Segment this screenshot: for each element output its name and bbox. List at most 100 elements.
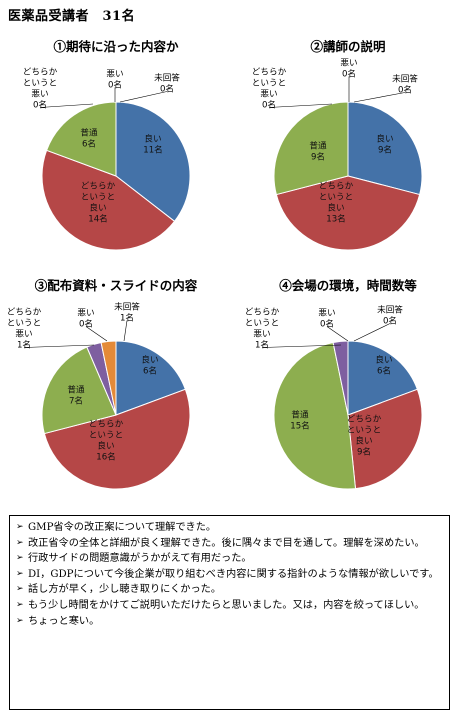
comment-item: ➢ DI，GDPについて今後企業が取り組むべき内容に関する指針のような情報が欲しい…: [16, 567, 443, 583]
slice-label-line: というと: [252, 78, 286, 89]
leader-line: [268, 103, 333, 108]
slice-label-line: 悪い: [77, 308, 94, 319]
slice-label-line: 普通: [80, 127, 98, 139]
comment-item: ➢ 話し方が早く，少し聴き取りにくかった。: [16, 582, 443, 598]
slice-label-line: 良い: [375, 354, 392, 366]
leader-line: [353, 323, 391, 342]
slice-label-line: 普通: [67, 384, 85, 396]
slice-label-line: どちらか: [89, 419, 124, 430]
leader-line: [119, 91, 168, 103]
comment-item: ➢ ちょっと寒い。: [16, 614, 443, 630]
slice-label: 良い 6名: [141, 354, 158, 377]
slice-label: どちらかというと悪い 0名: [252, 67, 287, 111]
slice-label: どちらかというと悪い 1名: [7, 307, 42, 351]
slice-label-line: 良い: [376, 133, 393, 145]
slice-label-line: 6名: [82, 138, 96, 150]
pie-chart-instructor: ②講師の説明 良い 9名 どちらかというと良い 13名 普通 9名 どちらかというと悪い 0名…: [232, 36, 464, 286]
slice-label-line: どちらか: [81, 181, 116, 192]
slice-label: 未回答 1名: [114, 301, 140, 324]
slice-label: 未回答 0名: [392, 73, 418, 96]
pie-slice: [100, 340, 117, 416]
slice-label: 良い 11名: [143, 133, 163, 156]
slice-label-line: というと: [23, 78, 57, 89]
leader-line: [85, 326, 108, 342]
arrow-right-icon: ➢: [16, 599, 24, 610]
pie-chart-expectation: ①期待に沿った内容か 良い 11名 どちらかというと良い 14名 普通 6名 どちらかという…: [0, 36, 232, 286]
slice-label-line: 悪い: [31, 89, 48, 100]
slice-label-line: 0名: [79, 318, 93, 330]
slice-label-line: 未回答: [392, 73, 418, 85]
slice-label-line: 0名: [160, 83, 174, 95]
slice-label-line: 良い: [89, 202, 106, 214]
slice-label: 悪い 0名: [77, 308, 94, 330]
pie-slice: [347, 340, 419, 416]
pie-slice: [45, 101, 117, 177]
leader-line: [261, 344, 342, 348]
arrow-right-icon: ➢: [16, 568, 24, 579]
leader-line: [123, 320, 128, 342]
chart-title: ③配布資料・スライドの内容: [34, 278, 198, 293]
leader-line: [39, 103, 94, 108]
slice-label-line: 0名: [383, 315, 397, 327]
slice-label: 普通 7名: [67, 384, 85, 407]
slice-label-line: 良い: [144, 133, 161, 145]
slice-label-line: というと: [319, 192, 353, 203]
slice-label: どちらかというと良い 9名: [347, 414, 382, 458]
slice-label-line: 0名: [108, 79, 122, 91]
arrow-right-icon: ➢: [16, 615, 24, 626]
slice-label-line: どちらか: [23, 67, 58, 78]
slice-label-line: どちらか: [252, 67, 287, 78]
slice-label: 悪い 0名: [318, 308, 335, 330]
arrow-right-icon: ➢: [16, 584, 24, 595]
pie-slice: [273, 101, 349, 196]
slice-label-line: 0名: [262, 99, 276, 111]
chart-title: ②講師の説明: [310, 39, 386, 54]
slice-label-line: 良い: [97, 440, 114, 452]
slice-label-line: 悪い: [15, 329, 32, 340]
slice-label-line: 悪い: [253, 329, 270, 340]
chart-title: ④会場の環境，時間数等: [279, 278, 417, 293]
comment-item: ➢ もう少し時間をかけてご説明いただけたらと思いました。又は，内容を絞ってほしい。: [16, 598, 443, 614]
pie-slice: [347, 101, 423, 196]
slice-label-line: 0名: [342, 68, 356, 80]
slice-label: 普通 9名: [309, 140, 327, 163]
leader-line: [353, 92, 406, 103]
slice-label-line: 1名: [120, 312, 134, 324]
slice-label-line: というと: [245, 318, 279, 329]
slice-label: 悪い 0名: [340, 58, 357, 80]
slice-label-line: どちらか: [7, 307, 42, 318]
pie-slice: [115, 340, 187, 416]
pie-chart-materials: ③配布資料・スライドの内容 良い 6名 どちらかというと良い 16名 普通 7名 どちらかと…: [0, 275, 232, 525]
slice-label-line: 6名: [143, 365, 157, 377]
slice-label-line: 15名: [290, 420, 310, 432]
slice-label-line: 1名: [17, 339, 31, 351]
slice-label-line: 悪い: [106, 69, 123, 80]
slice-label-line: 0名: [33, 99, 47, 111]
slice-label-line: 普通: [291, 409, 309, 421]
slice-label: どちらかというと良い 14名: [81, 181, 116, 225]
slice-label-line: 1名: [255, 339, 269, 351]
slice-label: どちらかというと良い 13名: [319, 181, 354, 225]
slice-label: 普通 6名: [80, 127, 98, 150]
pie-slice: [43, 388, 191, 490]
slice-label-line: 14名: [88, 213, 108, 225]
slice-label-line: 7名: [69, 395, 83, 407]
slice-label-line: どちらか: [347, 414, 382, 425]
arrow-right-icon: ➢: [16, 537, 24, 548]
slice-label-line: 9名: [378, 144, 392, 156]
slice-label: 悪い 0名: [106, 69, 123, 91]
pie-chart-venue: ④会場の環境，時間数等 良い 6名 どちらかというと良い 9名 普通 15名 どちらかという…: [232, 275, 464, 525]
slice-label-line: 9名: [357, 446, 371, 458]
slice-label-line: 良い: [327, 202, 344, 214]
comment-item: ➢ 改正省令の全体と詳細が良く理解できた。後に隅々まで目を通して。理解を深めたい。: [16, 536, 443, 552]
slice-label-line: 未回答: [154, 72, 180, 84]
slice-label-line: というと: [347, 425, 381, 436]
slice-label-line: というと: [81, 192, 115, 203]
pie-slice: [41, 149, 176, 251]
slice-label-line: 悪い: [318, 308, 335, 319]
slice-label: 未回答 0名: [377, 304, 403, 327]
slice-label-line: 11名: [143, 144, 163, 156]
